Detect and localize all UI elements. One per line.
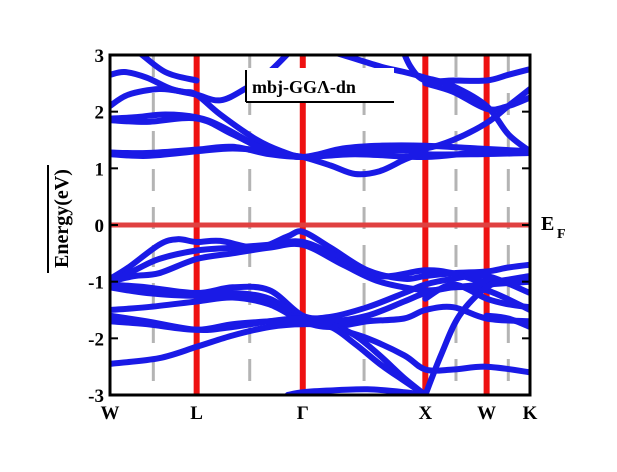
band-curve xyxy=(110,321,429,395)
chart-title: mbj-GGΛ-dn xyxy=(252,77,356,97)
x-tick-label: K xyxy=(523,403,538,424)
band-curve xyxy=(110,228,530,283)
band-curve xyxy=(284,386,429,395)
x-tick-label: X xyxy=(418,403,432,424)
y-tick-label: 3 xyxy=(95,46,105,67)
y-tick-label: -1 xyxy=(88,273,104,294)
band-curve xyxy=(110,143,530,160)
x-tick-label: Γ xyxy=(297,403,309,424)
fermi-label: E F xyxy=(541,213,566,242)
band-curve xyxy=(110,315,429,395)
title-box: mbj-GGΛ-dn xyxy=(245,68,394,103)
band-curve xyxy=(422,278,530,395)
band-curve xyxy=(137,55,200,84)
band-curves xyxy=(110,55,530,395)
band-curve xyxy=(483,312,530,330)
y-axis-ticks: 3 2 1 0 -1 -2 -3 xyxy=(88,46,530,407)
band-curve xyxy=(401,55,530,85)
y-tick-label: 0 xyxy=(95,216,105,237)
x-tick-label: L xyxy=(190,403,203,424)
x-tick-label: W xyxy=(477,403,496,424)
band-curve xyxy=(422,80,530,113)
band-curve xyxy=(422,281,530,311)
band-curve xyxy=(110,240,530,294)
y-tick-label: -3 xyxy=(88,386,104,407)
fermi-label-sub: F xyxy=(557,227,566,242)
y-axis-label: Energy(eV) xyxy=(51,169,73,268)
x-tick-label: W xyxy=(101,403,120,424)
y-axis-label-group: Energy(eV) xyxy=(47,165,73,273)
y-tick-label: 2 xyxy=(95,103,105,124)
y-tick-label: -2 xyxy=(88,329,104,350)
y-tick-label: 1 xyxy=(95,159,105,180)
fermi-label-main: E xyxy=(541,213,554,235)
